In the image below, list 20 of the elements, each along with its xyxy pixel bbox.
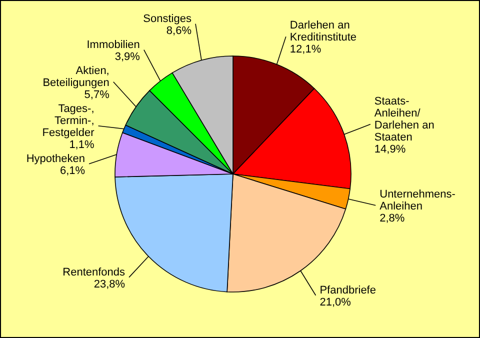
data-label: 23,8% (94, 278, 126, 290)
slice-label: Hypotheken (26, 152, 86, 165)
slice-label: Staats- Anleihen/ Darlehen an Staaten (374, 95, 434, 144)
data-label: 3,9% (114, 50, 140, 63)
slice-label: Sonstiges (143, 12, 192, 25)
data-label: 2,8% (380, 212, 405, 224)
slice-label: Immobilien (86, 38, 140, 51)
data-label: 5,7% (84, 88, 110, 101)
slice-label: Aktien, Beteiligungen (42, 64, 110, 89)
slice-label: Unternehmens- Anleihen (380, 188, 456, 212)
data-label: 6,1% (60, 164, 86, 177)
slice-label: Tages-, Termin-, Festgelder (42, 102, 95, 139)
slice-label: Pfandbriefe (320, 284, 376, 296)
slice-label: Darlehen an Kreditinstitute (290, 20, 357, 44)
data-label: 12,1% (290, 44, 322, 56)
data-label: 14,9% (374, 143, 406, 156)
data-label: 8,6% (166, 24, 192, 37)
slice-label: Rentenfonds (62, 266, 126, 278)
data-label: 1,1% (69, 138, 94, 151)
data-label: 21,0% (320, 296, 352, 308)
